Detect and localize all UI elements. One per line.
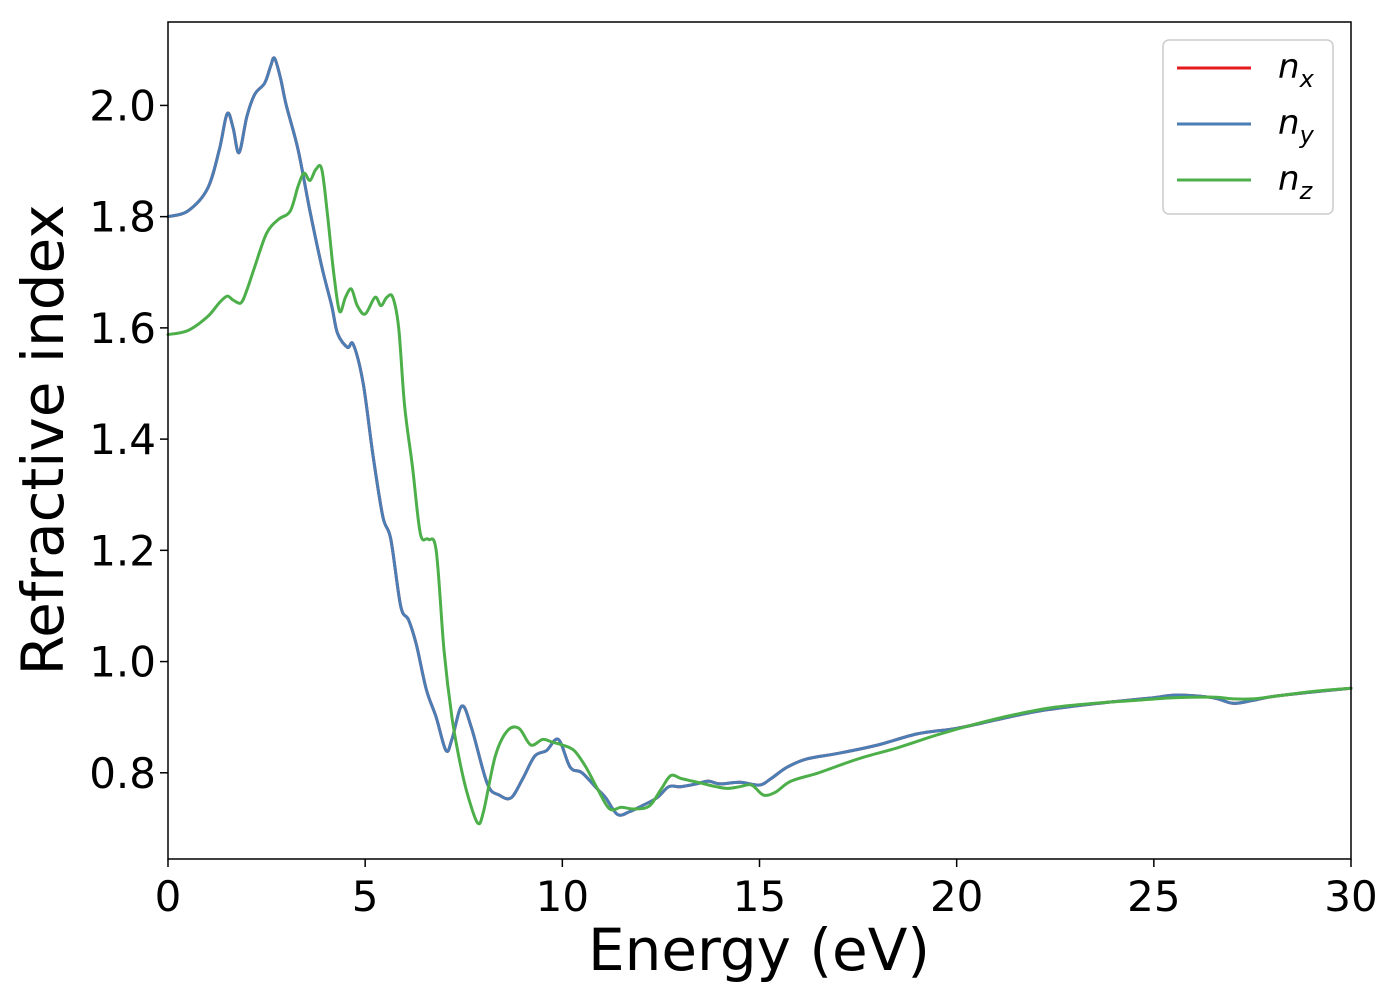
y-axis-ticks: 0.8 1.0 1.2 1.4 1.6 1.8 2.0 xyxy=(89,81,168,798)
legend-label-subscript: x xyxy=(1299,65,1315,93)
legend-label-subscript: z xyxy=(1299,177,1314,205)
legend-label-main: n xyxy=(1278,47,1300,87)
y-tick-label: 1.8 xyxy=(89,193,156,242)
y-tick-label: 1.6 xyxy=(89,304,156,353)
y-tick-label: 1.2 xyxy=(89,526,156,575)
x-axis-ticks: 0 5 10 15 20 25 30 xyxy=(155,859,1378,921)
x-tick-label: 15 xyxy=(733,872,786,921)
x-tick-label: 25 xyxy=(1127,872,1180,921)
series-line-z xyxy=(166,163,1353,826)
series-layer xyxy=(166,56,1353,826)
y-tick-label: 2.0 xyxy=(89,81,156,130)
x-tick-label: 5 xyxy=(352,872,379,921)
legend-label-z: nz xyxy=(1278,159,1314,205)
y-tick-label: 0.8 xyxy=(89,749,156,798)
legend-label-main: n xyxy=(1278,159,1300,199)
legend-label-subscript: y xyxy=(1299,121,1315,149)
series-line-y xyxy=(166,56,1353,817)
x-tick-label: 20 xyxy=(930,872,983,921)
legend-label-x: nx xyxy=(1278,47,1315,93)
legend-label-y: ny xyxy=(1278,103,1315,149)
legend-box xyxy=(1162,39,1334,215)
y-tick-label: 1.4 xyxy=(89,415,156,464)
x-tick-label: 0 xyxy=(155,872,182,921)
y-tick-label: 1.0 xyxy=(89,638,156,687)
plot-background xyxy=(168,22,1351,859)
x-axis-title: Energy (eV) xyxy=(588,916,930,984)
x-tick-label: 30 xyxy=(1324,872,1377,921)
y-axis-title: Refractive index xyxy=(9,204,77,675)
x-tick-label: 10 xyxy=(536,872,589,921)
legend-label-main: n xyxy=(1278,103,1300,143)
